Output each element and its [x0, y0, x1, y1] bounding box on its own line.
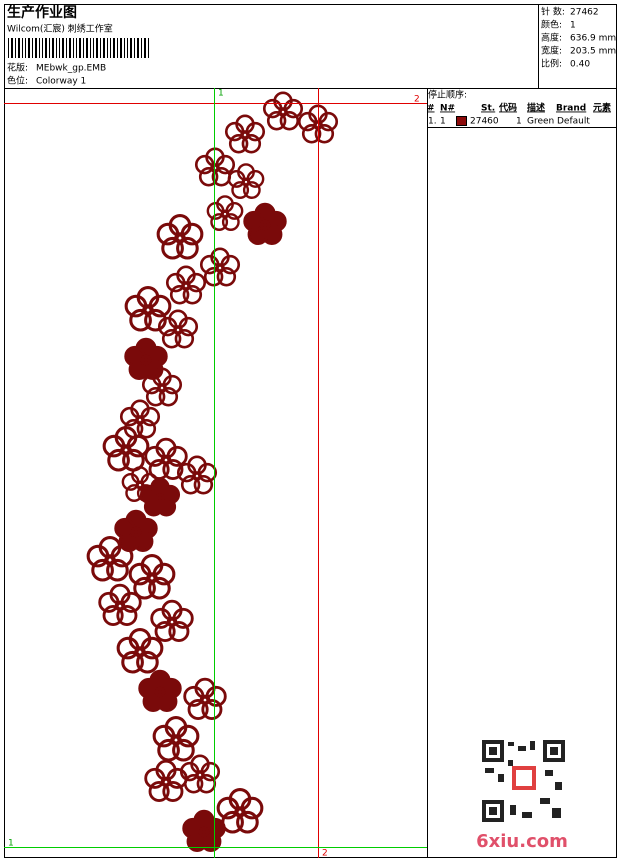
column: 代码: [498, 102, 517, 114]
column: N#: [440, 104, 455, 114]
stat-value: 27462: [570, 8, 599, 18]
column: 元素: [593, 102, 611, 114]
stop-title: 停止顺序:: [428, 89, 467, 101]
stat-label: 颜色:: [541, 19, 562, 31]
stat-label: 高度:: [541, 32, 562, 44]
guide-label: 2: [414, 95, 420, 105]
title: 生产作业图: [7, 4, 77, 21]
frame: [4, 4, 617, 858]
guide-label: 2: [322, 849, 328, 859]
barcode: [8, 38, 149, 58]
cell: Default: [557, 117, 590, 127]
cell: 1: [516, 117, 522, 127]
design-flowers: [86, 91, 339, 853]
cell: 27460: [470, 117, 499, 127]
column: Brand: [556, 104, 586, 114]
stats: 针 数: 27462 颜色: 1 高度: 636.9 mm 宽度: 203.5 …: [541, 6, 616, 70]
qr-code: [481, 739, 565, 823]
guide-label: 1: [218, 89, 224, 99]
stat-label: 比例:: [541, 58, 562, 70]
studio: Wilcom(汇宸) 刺绣工作室: [7, 23, 113, 35]
stat-label: 针 数:: [541, 6, 565, 18]
cell: 1.: [428, 117, 437, 127]
stat-label: 宽度:: [541, 45, 562, 57]
stat-value: 1: [570, 21, 576, 31]
design-file: MEbwk_gp.EMB: [36, 64, 106, 74]
column: 描述: [527, 102, 545, 114]
column: St.: [481, 104, 495, 114]
table-row: 1. 1 27460 1 Green Default: [428, 116, 590, 127]
guide-label: 1: [8, 839, 14, 849]
cell: Green: [527, 117, 554, 127]
swatch: [456, 116, 467, 126]
colorway-label: 色位:: [7, 75, 28, 87]
table-header: # N# St. 代码 描述 Brand 元素: [427, 102, 611, 114]
stat-value: 636.9 mm: [570, 34, 616, 44]
stat-value: 203.5 mm: [570, 47, 616, 57]
watermark: 6xiu.com: [476, 831, 568, 852]
colorway: Colorway 1: [36, 77, 86, 87]
column: #: [427, 104, 435, 114]
design-label: 花版:: [7, 62, 28, 74]
stat-value: 0.40: [570, 60, 590, 70]
cell: 1: [440, 117, 446, 127]
